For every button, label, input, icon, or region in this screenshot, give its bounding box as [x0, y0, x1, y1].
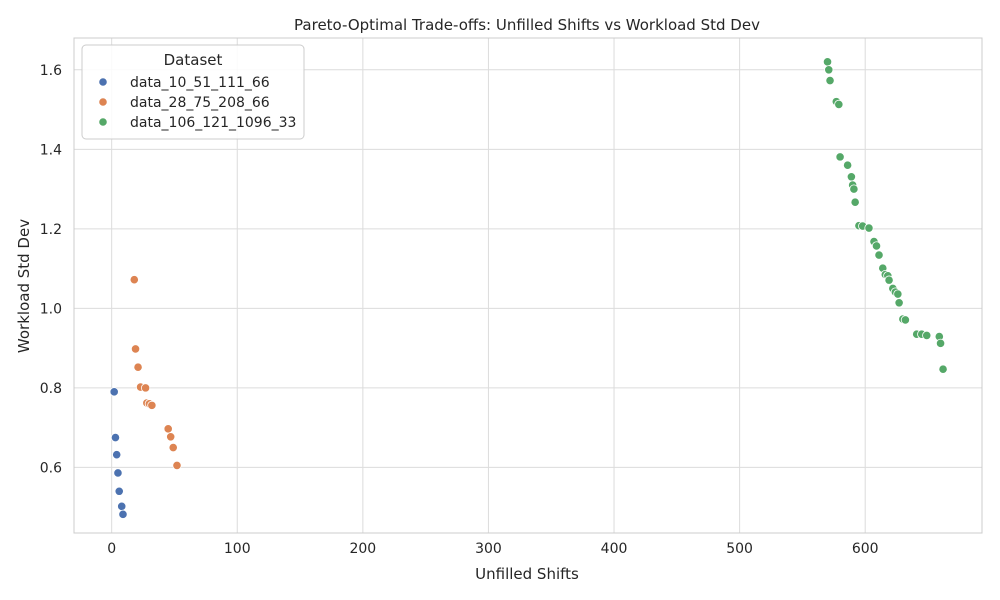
y-tick-label: 1.2	[40, 222, 62, 238]
legend-items: data_10_51_111_66 data_28_75_208_66 data_1…	[98, 75, 296, 131]
data-point	[166, 432, 176, 442]
data-point	[849, 184, 859, 194]
data-point	[894, 298, 904, 308]
y-tick-label: 0.8	[40, 381, 62, 397]
data-point	[893, 289, 903, 299]
data-point	[110, 432, 121, 443]
data-point	[133, 362, 143, 372]
plot-frame	[73, 37, 983, 534]
data-point	[117, 501, 127, 511]
data-points	[109, 57, 948, 519]
data-point	[846, 172, 856, 182]
data-point	[109, 387, 119, 397]
x-tick-label: 500	[726, 541, 753, 557]
legend-marker	[98, 77, 108, 87]
data-point	[172, 460, 182, 471]
x-tick-label: 400	[601, 541, 628, 557]
data-point	[140, 383, 151, 393]
grid-lines	[74, 38, 982, 533]
data-point	[871, 241, 882, 251]
data-point	[850, 197, 860, 207]
x-tick-label: 300	[475, 541, 502, 557]
data-point	[130, 344, 141, 354]
data-point	[129, 275, 139, 285]
legend-marker	[98, 97, 108, 107]
data-point	[835, 152, 845, 162]
data-point	[843, 160, 853, 170]
x-axis-label: Unfilled Shifts	[475, 565, 579, 583]
x-tick-label: 200	[349, 541, 376, 557]
data-point	[864, 223, 874, 233]
data-point	[935, 338, 946, 348]
x-tick-label: 0	[107, 541, 116, 557]
legend-marker	[98, 117, 108, 127]
chart-title: Pareto-Optimal Trade-offs: Unfilled Shif…	[294, 16, 760, 34]
y-axis-label: Workload Std Dev	[15, 219, 33, 353]
data-point	[922, 330, 932, 340]
data-point	[113, 468, 123, 478]
data-point	[884, 275, 894, 285]
data-point	[163, 424, 173, 434]
x-tick-label: 600	[852, 541, 879, 557]
data-point	[938, 364, 948, 374]
data-point	[834, 99, 844, 109]
data-point	[824, 65, 834, 75]
y-tick-label: 1.6	[40, 63, 62, 79]
data-point	[118, 509, 128, 519]
y-tick-label: 0.6	[40, 460, 62, 476]
data-point	[822, 57, 833, 67]
data-point	[900, 315, 910, 325]
data-point	[114, 486, 124, 496]
legend-label: data_106_121_1096_33	[130, 115, 296, 131]
data-point	[825, 75, 835, 86]
data-point	[147, 400, 157, 410]
legend-label: data_28_75_208_66	[130, 95, 270, 111]
tick-labels: 0 100 200 300 400 500 600 0.6 0.8 1.0 1.2 1.4 1.6	[40, 63, 879, 557]
x-tick-label: 100	[224, 541, 251, 557]
data-point	[168, 442, 178, 453]
legend: Dataset data_10_51_111_66 data_28_75_208_…	[81, 44, 305, 140]
legend-label: data_10_51_111_66	[130, 75, 270, 91]
data-point	[112, 450, 122, 460]
y-tick-label: 1.4	[40, 142, 62, 158]
legend-title: Dataset	[164, 51, 223, 69]
data-point	[874, 250, 884, 260]
legend-box	[81, 44, 305, 140]
y-tick-label: 1.0	[40, 301, 62, 317]
